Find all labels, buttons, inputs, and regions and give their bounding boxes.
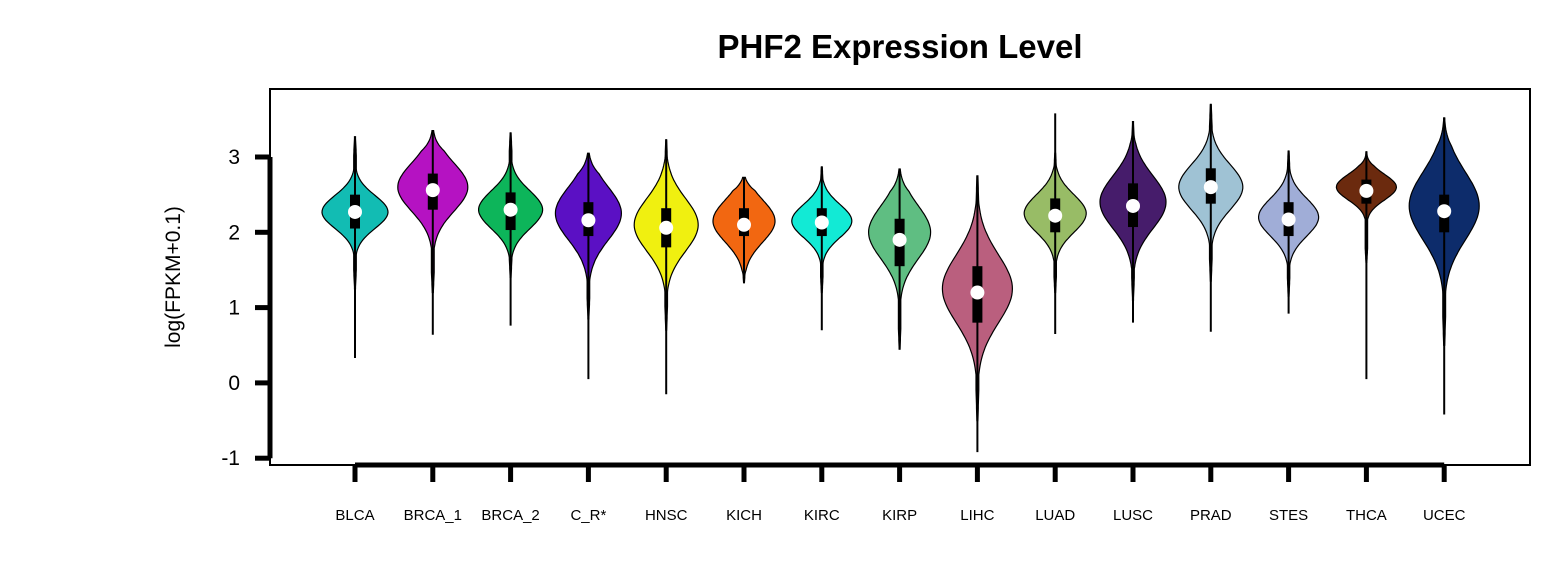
x-tick-label: KICH (726, 507, 762, 524)
x-tick-label: KIRP (882, 507, 917, 524)
violin-kich (712, 176, 776, 284)
median-point (1281, 212, 1296, 227)
violin-blca (321, 136, 389, 359)
violin-kirp (867, 168, 932, 350)
x-tick-label: BRCA_2 (481, 507, 539, 524)
x-tick-label: LUAD (1035, 507, 1075, 524)
x-tick-label: BRCA_1 (404, 507, 462, 524)
x-tick-label: BLCA (335, 507, 374, 524)
violin-prad (1178, 103, 1244, 332)
x-tick-label: LIHC (960, 507, 994, 524)
x-axis: BLCA BRCA_1 BRCA_2 C_R* HNSC KICH KIRC KIRP LIHC… (335, 462, 1466, 524)
x-tick-label: THCA (1346, 507, 1387, 524)
x-tick-label: KIRC (804, 507, 840, 524)
violin-lusc (1099, 121, 1167, 323)
median-point (814, 215, 829, 230)
violin-lihc (941, 175, 1014, 453)
x-tick-label: HNSC (645, 507, 688, 524)
median-point (1203, 180, 1218, 195)
violins-layer (321, 103, 1480, 453)
y-tick-label: 3 (228, 146, 240, 169)
median-point (970, 285, 985, 300)
median-point (581, 213, 596, 228)
median-point (425, 183, 440, 198)
violin-luad (1023, 113, 1087, 334)
x-tick-label: UCEC (1423, 507, 1466, 524)
median-point (1359, 183, 1374, 198)
y-tick-label: -1 (221, 447, 240, 470)
violin-ucec (1408, 117, 1480, 415)
violin-brca-1 (397, 130, 469, 335)
violin-kirc (791, 166, 853, 331)
median-point (1126, 198, 1140, 213)
x-tick-label: LUSC (1113, 507, 1153, 524)
x-tick-label: STES (1269, 507, 1308, 524)
median-point (1437, 204, 1452, 219)
median-point (659, 220, 674, 235)
y-tick-label: 2 (228, 221, 240, 244)
x-tick-label: C_R* (570, 507, 606, 524)
y-axis-label: log(FPKM+0.1) (162, 206, 185, 348)
chart-title: PHF2 Expression Level (718, 28, 1083, 65)
violin-hnsc (633, 139, 699, 395)
x-tick-label: PRAD (1190, 507, 1232, 524)
violin-thca (1335, 151, 1398, 380)
violin-stes (1258, 150, 1320, 314)
median-point (1048, 208, 1063, 223)
median-point (503, 202, 518, 217)
median-point (348, 204, 362, 219)
median-point (892, 232, 907, 247)
y-axis: 3 2 1 0 -1 (221, 146, 273, 470)
violin-brca-2 (478, 132, 544, 326)
violin-c-r- (554, 152, 623, 380)
median-point (737, 217, 751, 232)
y-tick-label: 0 (228, 372, 240, 395)
y-tick-label: 1 (228, 297, 240, 320)
